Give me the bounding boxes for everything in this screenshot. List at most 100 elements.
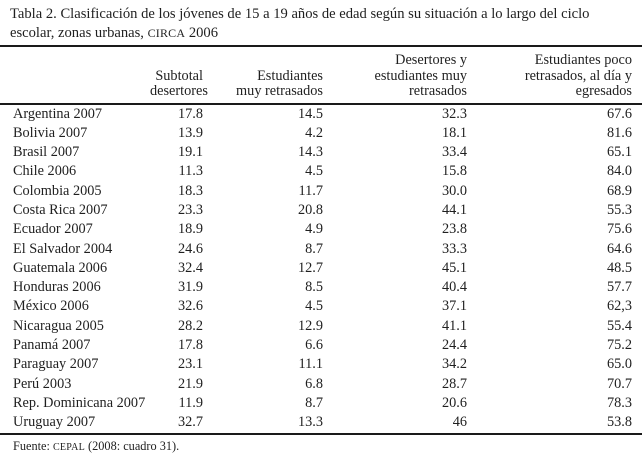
value-cell: 32.6 bbox=[177, 298, 203, 315]
value-cell: 33.3 bbox=[441, 240, 467, 257]
value-cell: 48.5 bbox=[606, 259, 632, 276]
value-cell: 45.1 bbox=[441, 259, 467, 276]
country-cell: Perú 2003 bbox=[13, 375, 72, 392]
column-header-line: Estudiantes bbox=[257, 67, 323, 84]
value-cell: 6.6 bbox=[305, 337, 323, 354]
value-cell: 13.9 bbox=[177, 124, 203, 141]
title-circa-smallcaps: CIRCA bbox=[147, 26, 186, 40]
column-header-line: retrasados bbox=[409, 83, 467, 99]
table-row: Argentina 2007 17.8 14.5 32.3 67.6 bbox=[0, 104, 642, 124]
value-cell: 81.6 bbox=[606, 124, 632, 141]
title-line-2: escolar, zonas urbanas, CIRCA 2006 bbox=[10, 24, 634, 43]
table-row: Uruguay 2007 32.7 13.3 46 53.8 bbox=[0, 413, 642, 433]
column-header: Subtotal desertores bbox=[150, 46, 213, 105]
value-cell: 20.6 bbox=[441, 394, 467, 411]
value-cell: 78.3 bbox=[606, 394, 632, 411]
value-cell: 12.9 bbox=[297, 317, 323, 334]
value-cell: 14.3 bbox=[297, 144, 323, 161]
value-cell: 23.1 bbox=[177, 356, 203, 373]
value-cell: 23.3 bbox=[177, 201, 203, 218]
value-cell: 18.9 bbox=[177, 221, 203, 238]
column-header-line: muy retrasados bbox=[236, 83, 323, 99]
table-row: Colombia 2005 18.3 11.7 30.0 68.9 bbox=[0, 182, 642, 201]
table-row: Nicaragua 2005 28.2 12.9 41.1 55.4 bbox=[0, 317, 642, 336]
country-cell: Chile 2006 bbox=[13, 163, 77, 180]
value-cell: 4.2 bbox=[305, 124, 323, 141]
classification-table: Subtotal desertores Estudiantes muy retrasa… bbox=[0, 45, 642, 435]
country-cell: Uruguay 2007 bbox=[13, 414, 96, 431]
value-cell: 31.9 bbox=[177, 279, 203, 296]
value-cell: 37.1 bbox=[441, 298, 467, 315]
table-row: Honduras 2006 31.9 8.5 40.4 57.7 bbox=[0, 278, 642, 297]
value-cell: 28.2 bbox=[177, 317, 203, 334]
value-cell: 6.8 bbox=[305, 375, 323, 392]
value-cell: 17.8 bbox=[177, 105, 203, 122]
value-cell: 4.5 bbox=[305, 298, 323, 315]
title-line-2-text: escolar, zonas urbanas, bbox=[10, 25, 148, 41]
value-cell: 70.7 bbox=[606, 375, 632, 392]
country-cell: Rep. Dominicana 2007 bbox=[13, 394, 146, 411]
value-cell: 11.1 bbox=[298, 356, 324, 373]
value-cell: 8.5 bbox=[305, 279, 323, 296]
value-cell: 55.3 bbox=[606, 201, 632, 218]
value-cell: 57.7 bbox=[606, 279, 632, 296]
country-cell: México 2006 bbox=[13, 298, 89, 315]
country-cell: Argentina 2007 bbox=[13, 105, 103, 122]
value-cell: 32.4 bbox=[177, 259, 203, 276]
column-header: Estudiantes muy retrasados bbox=[213, 46, 333, 105]
source-note-reference: (2008: cuadro 31). bbox=[84, 438, 180, 453]
table-header-row: Subtotal desertores Estudiantes muy retrasa… bbox=[0, 46, 642, 105]
value-cell: 21.9 bbox=[177, 375, 203, 392]
value-cell: 11.9 bbox=[178, 394, 204, 411]
column-header-line: retrasados, al día y bbox=[524, 67, 632, 84]
value-cell: 20.8 bbox=[297, 201, 323, 218]
value-cell: 55.4 bbox=[606, 317, 632, 334]
table-row: Rep. Dominicana 2007 11.9 8.7 20.6 78.3 bbox=[0, 394, 642, 413]
table-row: Panamá 2007 17.8 6.6 24.4 75.2 bbox=[0, 336, 642, 355]
value-cell: 30.0 bbox=[441, 182, 467, 199]
table-row: México 2006 32.6 4.5 37.1 62,3 bbox=[0, 297, 642, 316]
country-cell: Guatemala 2006 bbox=[13, 259, 108, 276]
table-row: Chile 2006 11.3 4.5 15.8 84.0 bbox=[0, 162, 642, 181]
value-cell: 14.5 bbox=[297, 105, 323, 122]
country-cell: Paraguay 2007 bbox=[13, 356, 99, 373]
table-row: El Salvador 2004 24.6 8.7 33.3 64.6 bbox=[0, 240, 642, 259]
table-title: Tabla 2. Clasificación de los jóvenes de… bbox=[0, 0, 642, 43]
value-cell: 84.0 bbox=[606, 163, 632, 180]
table-row: Perú 2003 21.9 6.8 28.7 70.7 bbox=[0, 375, 642, 394]
table-body: Argentina 2007 17.8 14.5 32.3 67.6 Bolivia 20… bbox=[0, 104, 642, 434]
value-cell: 23.8 bbox=[441, 221, 467, 238]
value-cell: 15.8 bbox=[441, 163, 467, 180]
title-year: 2006 bbox=[185, 25, 219, 41]
value-cell: 24.6 bbox=[177, 240, 203, 257]
country-cell: Brasil 2007 bbox=[13, 144, 80, 161]
column-header-line: estudiantes muy bbox=[374, 67, 467, 84]
value-cell: 24.4 bbox=[441, 337, 467, 354]
column-header bbox=[0, 46, 150, 105]
value-cell: 67.6 bbox=[606, 105, 632, 122]
value-cell: 53.8 bbox=[606, 414, 632, 431]
column-header-line: Desertores y bbox=[395, 52, 467, 68]
column-header: Estudiantes poco retrasados, al día y egre… bbox=[477, 46, 642, 105]
value-cell: 11.7 bbox=[298, 182, 324, 199]
value-cell: 62,3 bbox=[606, 298, 632, 315]
value-cell: 12.7 bbox=[297, 259, 323, 276]
value-cell: 8.7 bbox=[305, 394, 323, 411]
value-cell: 28.7 bbox=[441, 375, 467, 392]
country-cell: El Salvador 2004 bbox=[13, 240, 113, 257]
value-cell: 68.9 bbox=[606, 182, 632, 199]
source-cepal-smallcaps: CEPAL bbox=[52, 441, 85, 453]
table-row: Bolivia 2007 13.9 4.2 18.1 81.6 bbox=[0, 124, 642, 143]
country-cell: Colombia 2005 bbox=[13, 182, 102, 199]
value-cell: 33.4 bbox=[441, 144, 467, 161]
title-line-1: Tabla 2. Clasificación de los jóvenes de… bbox=[10, 6, 590, 22]
value-cell: 18.1 bbox=[441, 124, 467, 141]
value-cell: 19.1 bbox=[177, 144, 203, 161]
value-cell: 17.8 bbox=[177, 337, 203, 354]
country-cell: Ecuador 2007 bbox=[13, 221, 93, 238]
column-header-line: desertores bbox=[150, 83, 208, 99]
value-cell: 4.9 bbox=[305, 221, 323, 238]
value-cell: 8.7 bbox=[305, 240, 323, 257]
value-cell: 65.1 bbox=[606, 144, 632, 161]
